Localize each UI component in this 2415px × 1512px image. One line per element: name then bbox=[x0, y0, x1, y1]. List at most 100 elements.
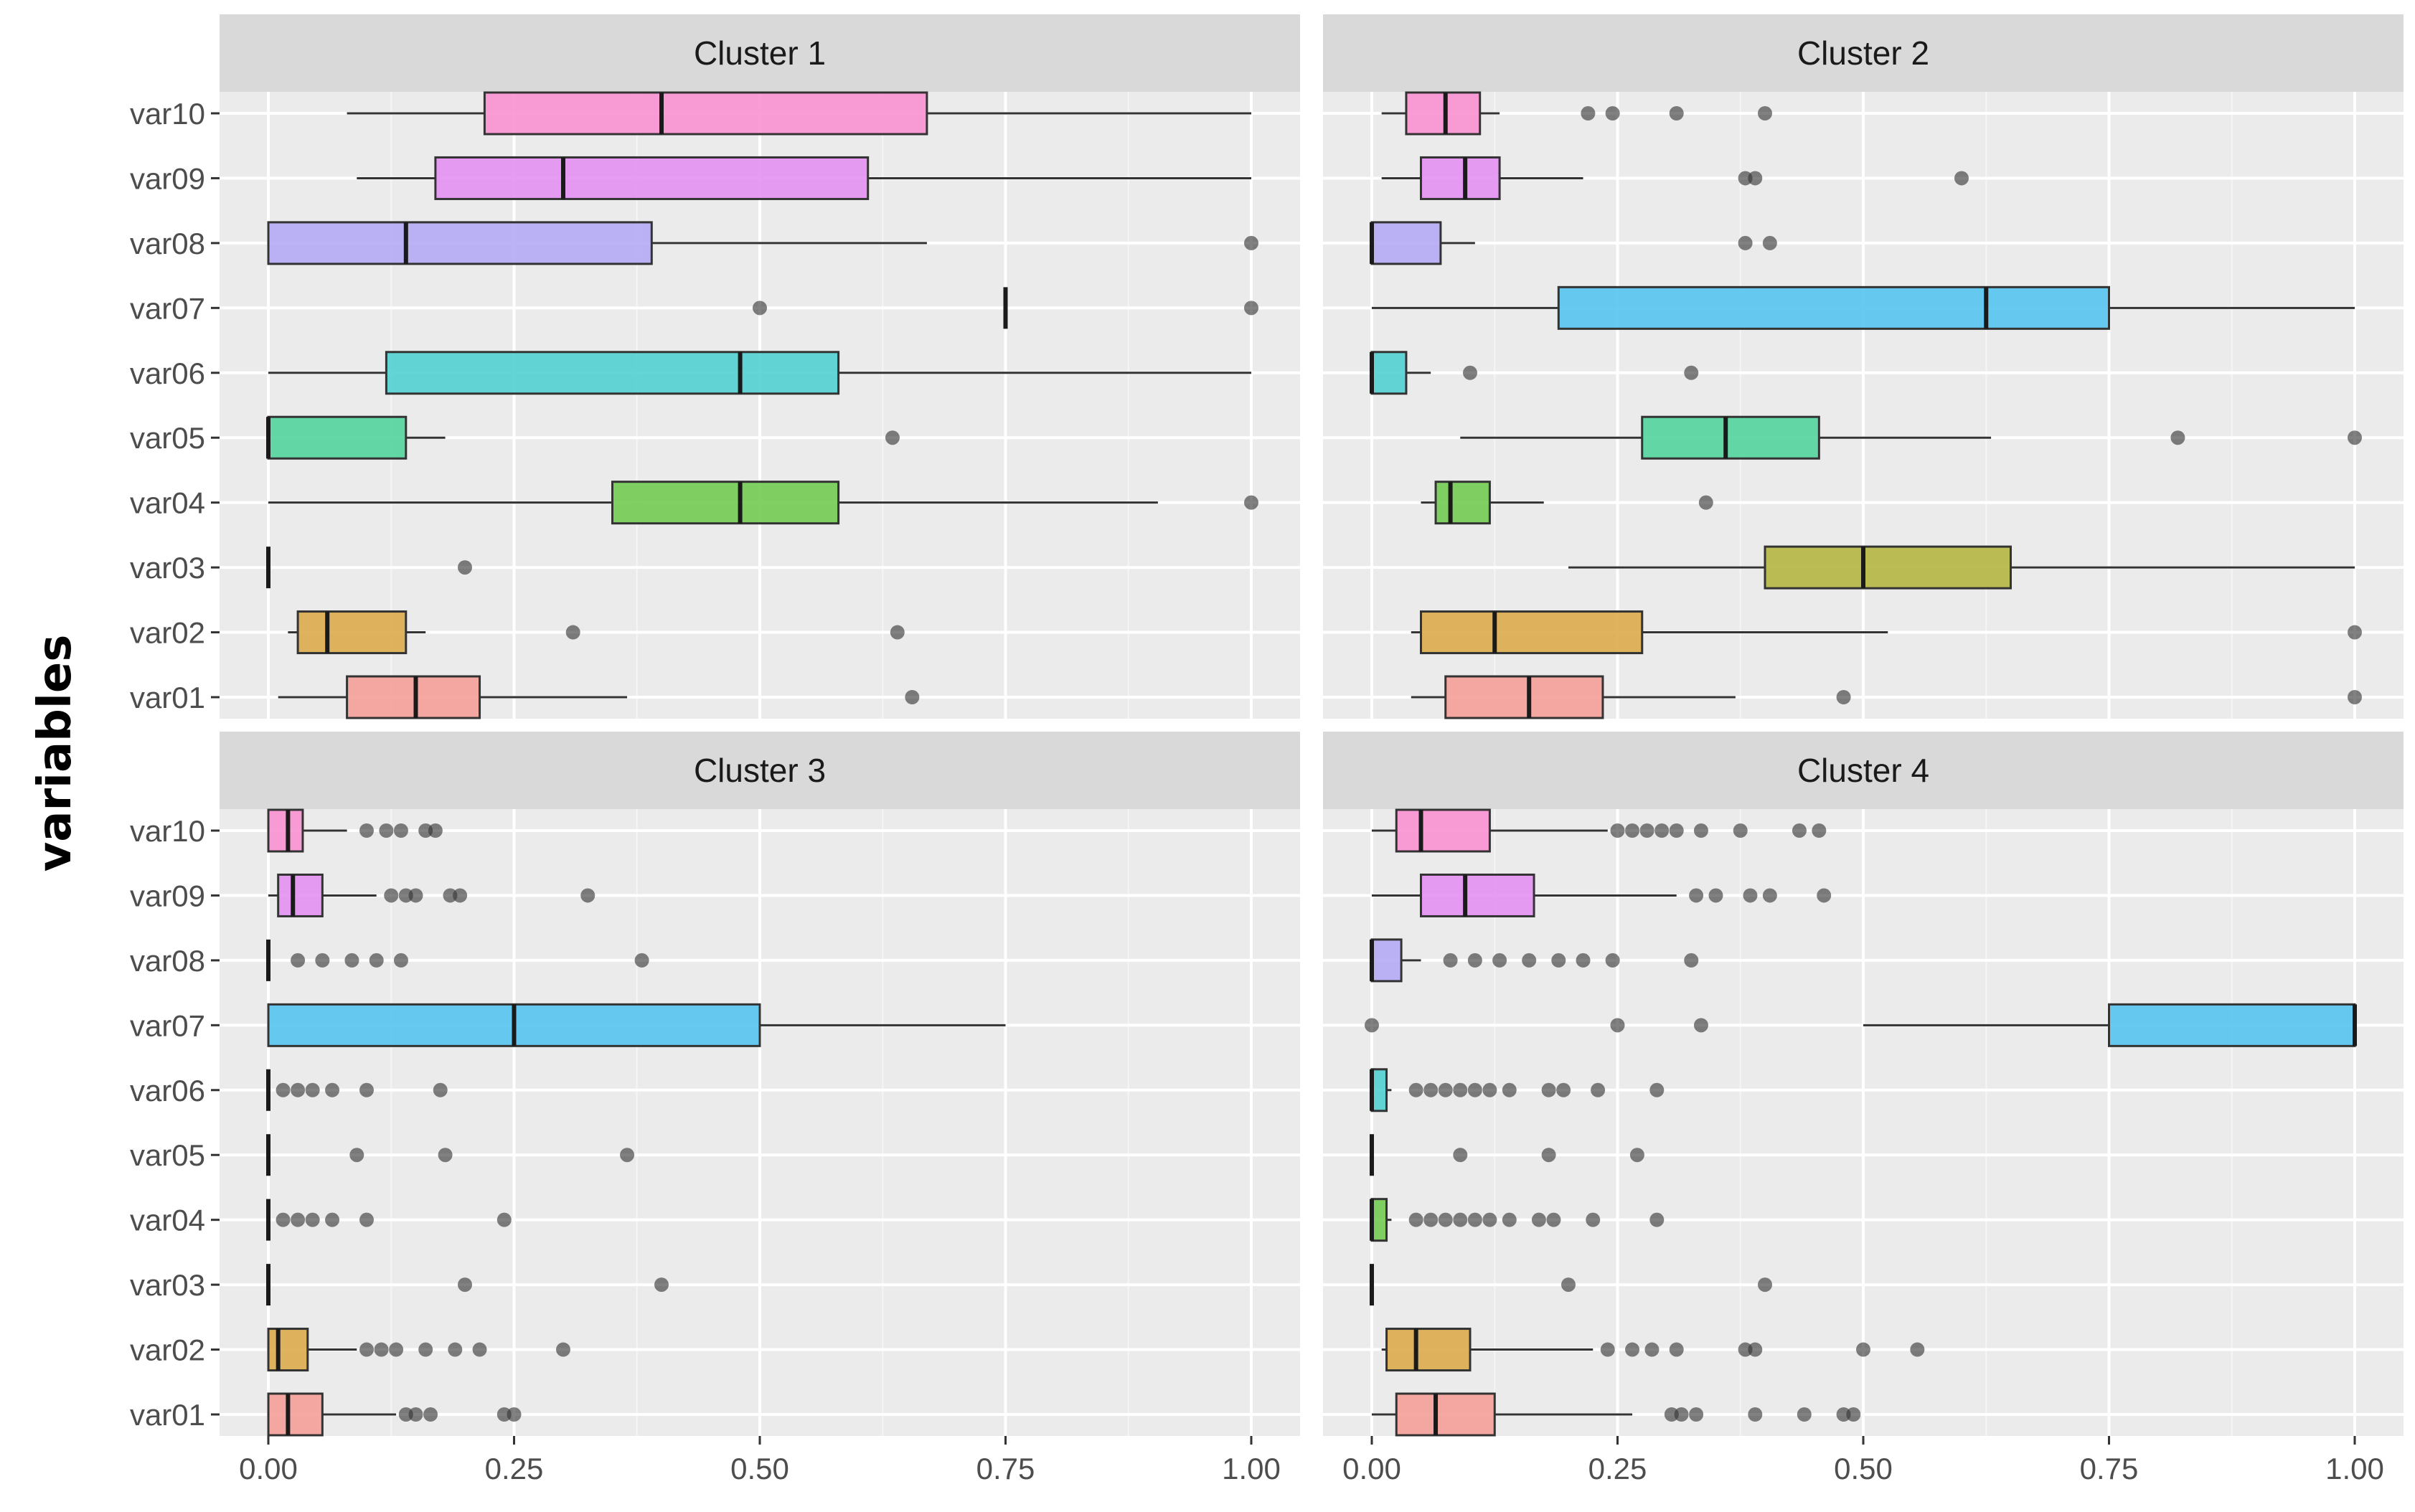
outlier-point bbox=[2348, 430, 2362, 445]
outlier-point bbox=[1438, 1082, 1453, 1097]
outlier-point bbox=[1629, 1148, 1644, 1163]
iqr-box bbox=[1370, 938, 1403, 983]
box-var07 bbox=[753, 287, 1258, 329]
y-tick-label: var05 bbox=[130, 421, 205, 455]
x-tick-label: 1.00 bbox=[2325, 1452, 2384, 1485]
outlier-point bbox=[1625, 1342, 1640, 1357]
outlier-point bbox=[1492, 953, 1507, 968]
iqr-box bbox=[1385, 1328, 1472, 1372]
y-tick-label: var06 bbox=[130, 356, 205, 390]
outlier-point bbox=[1693, 1018, 1708, 1033]
outlier-point bbox=[1689, 1407, 1704, 1422]
box-var02 bbox=[288, 610, 905, 655]
outlier-point bbox=[472, 1342, 487, 1357]
outlier-point bbox=[1463, 365, 1477, 380]
box-var09 bbox=[1381, 156, 1969, 200]
outlier-point bbox=[1531, 1212, 1546, 1227]
y-tick-label: var06 bbox=[130, 1074, 205, 1107]
box-var09 bbox=[268, 873, 595, 917]
y-tick-label: var03 bbox=[130, 1268, 205, 1302]
iqr-box bbox=[385, 351, 840, 395]
outlier-point bbox=[1743, 888, 1758, 903]
outlier-point bbox=[398, 888, 413, 903]
box-var02 bbox=[267, 1328, 570, 1372]
facet-strip bbox=[220, 14, 1300, 92]
outlier-point bbox=[1639, 823, 1654, 838]
box-var04 bbox=[268, 481, 1258, 525]
outlier-point bbox=[374, 1342, 389, 1357]
outlier-point bbox=[1910, 1342, 1925, 1357]
box-var08 bbox=[266, 939, 649, 981]
iqr-box bbox=[1370, 1068, 1388, 1112]
box-var02 bbox=[1411, 610, 2362, 655]
outlier-point bbox=[1522, 953, 1537, 968]
y-tick-label: var05 bbox=[130, 1138, 205, 1172]
y-tick-label: var01 bbox=[130, 1398, 205, 1432]
outlier-point bbox=[1708, 888, 1723, 903]
outlier-point bbox=[1453, 1082, 1468, 1097]
iqr-box bbox=[267, 221, 653, 265]
box-var10 bbox=[347, 91, 1251, 136]
outlier-point bbox=[1693, 823, 1708, 838]
outlier-point bbox=[1576, 953, 1591, 968]
outlier-point bbox=[654, 1277, 669, 1293]
outlier-point bbox=[1423, 1082, 1439, 1097]
box-var10 bbox=[1372, 808, 1827, 853]
box-var02 bbox=[1381, 1328, 1925, 1372]
x-tick-label: 0.75 bbox=[976, 1452, 1035, 1485]
facet-panel: Cluster 3 var10 var09 var08 var07 var06 var05 v… bbox=[130, 732, 1300, 1485]
outlier-point bbox=[1482, 1082, 1497, 1097]
outlier-point bbox=[1443, 953, 1458, 968]
outlier-point bbox=[1610, 823, 1625, 838]
outlier-point bbox=[1561, 1277, 1576, 1293]
outlier-point bbox=[1762, 888, 1777, 903]
outlier-point bbox=[408, 888, 423, 903]
outlier-point bbox=[1738, 1342, 1753, 1357]
box-var05 bbox=[266, 415, 900, 460]
box-var01 bbox=[1372, 1392, 1861, 1437]
box-var10 bbox=[267, 808, 443, 853]
outlier-point bbox=[885, 430, 900, 445]
facet-strip bbox=[220, 732, 1300, 809]
iqr-box bbox=[1641, 415, 1820, 460]
box-var08 bbox=[267, 221, 1258, 265]
facet-strip-label: Cluster 4 bbox=[1797, 752, 1929, 789]
outlier-point bbox=[291, 1212, 306, 1227]
outlier-point bbox=[325, 1212, 340, 1227]
outlier-point bbox=[1365, 1018, 1379, 1033]
iqr-box bbox=[1420, 610, 1644, 655]
iqr-box bbox=[267, 808, 304, 853]
outlier-point bbox=[359, 1082, 374, 1097]
outlier-point bbox=[349, 1148, 364, 1163]
y-tick-label: var04 bbox=[130, 486, 205, 520]
iqr-box bbox=[1444, 675, 1604, 719]
x-tick-label: 0.50 bbox=[730, 1452, 789, 1485]
outlier-point bbox=[1644, 1342, 1660, 1357]
outlier-point bbox=[507, 1407, 522, 1422]
iqr-box bbox=[296, 610, 408, 655]
iqr-box bbox=[267, 1392, 324, 1437]
box-var05 bbox=[1460, 415, 2362, 460]
box-var06 bbox=[266, 1069, 448, 1111]
outlier-point bbox=[1502, 1082, 1517, 1097]
outlier-point bbox=[565, 625, 580, 640]
box-var09 bbox=[1372, 873, 1832, 917]
outlier-point bbox=[1758, 1277, 1772, 1293]
outlier-point bbox=[1467, 1212, 1482, 1227]
y-tick-label: var04 bbox=[130, 1204, 205, 1237]
outlier-point bbox=[634, 953, 649, 968]
outlier-point bbox=[393, 823, 408, 838]
iqr-box bbox=[1395, 1392, 1496, 1437]
outlier-point bbox=[1846, 1407, 1861, 1422]
outlier-point bbox=[1586, 1212, 1601, 1227]
outlier-point bbox=[620, 1148, 635, 1163]
iqr-box bbox=[434, 156, 870, 200]
box-var05 bbox=[266, 1134, 635, 1176]
outlier-point bbox=[418, 1342, 433, 1357]
box-var06 bbox=[1370, 1068, 1665, 1112]
iqr-box bbox=[611, 481, 840, 525]
facet-panel: Cluster 1 var10 var09 var08 var07 var06 var05 v… bbox=[130, 14, 1300, 719]
iqr-box bbox=[267, 415, 408, 460]
x-tick-label: 0.25 bbox=[1588, 1452, 1647, 1485]
outlier-point bbox=[1669, 823, 1684, 838]
